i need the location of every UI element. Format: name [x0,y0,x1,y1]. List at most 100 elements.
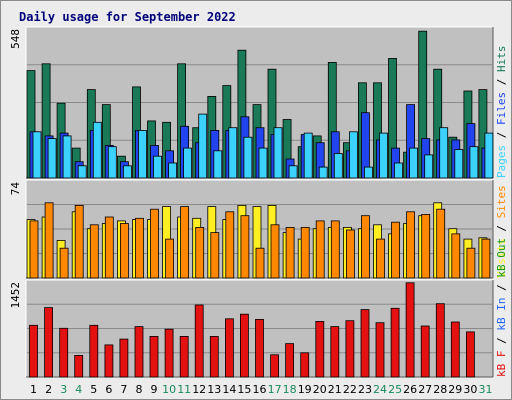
bar-kbytes-kbytes-day-30 [465,331,475,378]
bar-kbytes-kbytes-day-18 [285,343,295,378]
bar-hits-pages-day-17 [273,127,283,179]
day-label-6: 6 [105,383,112,396]
panel-visits: 74 Visits / Sites [9,179,508,279]
bar-visits-sites-day-5 [89,224,99,279]
bar-kbytes-kbytes-day-13 [209,335,219,378]
legend-separator: / [495,331,508,351]
day-label-12: 12 [192,383,206,396]
bar-visits-sites-day-1 [29,220,39,279]
panel-kbytes-max-label: 1452 [9,282,22,309]
bar-kbytes-kbytes-day-4 [74,354,84,378]
day-label-10: 10 [162,383,176,396]
legend-separator: / [495,218,508,238]
bar-hits-pages-day-28 [439,127,449,179]
bar-visits-sites-day-12 [195,226,205,279]
chart-title: Daily usage for September 2022 [19,10,236,24]
day-label-22: 22 [343,383,357,396]
panel-visits-max-label: 74 [9,182,22,196]
bar-hits-pages-day-8 [138,129,147,179]
legend-item-hits: Hits [495,46,508,73]
bar-kbytes-kbytes-day-20 [315,320,325,378]
bar-hits-pages-day-13 [213,150,223,179]
bar-visits-sites-day-30 [466,247,476,279]
bar-kbytes-kbytes-day-23 [360,309,370,378]
bar-visits-sites-day-27 [421,213,431,279]
legend-item-kb-out: kB Out [495,238,508,278]
day-label-28: 28 [433,383,447,396]
day-label-3: 3 [60,383,67,396]
bar-visits-sites-day-10 [165,238,175,279]
bar-visits-sites-day-29 [451,233,461,279]
bar-hits-pages-day-11 [183,147,193,179]
bar-visits-sites-day-6 [104,216,114,279]
bar-hits-pages-day-1 [32,131,42,179]
bar-hits-pages-day-19 [303,132,313,179]
bar-kbytes-kbytes-day-7 [119,338,129,378]
day-label-1: 1 [30,383,37,396]
day-label-20: 20 [313,383,327,396]
legend-item-sites: Sites [495,185,508,218]
bar-hits-pages-day-30 [469,146,479,179]
bar-hits-pages-day-14 [228,127,238,179]
bar-visits-sites-day-21 [330,220,340,279]
bar-kbytes-kbytes-day-25 [390,307,400,378]
bar-visits-sites-day-9 [150,208,159,279]
bar-visits-sites-day-7 [120,223,129,279]
legend-item-kb-in: kB In [495,298,508,331]
bar-visits-sites-day-14 [225,211,235,279]
bar-hits-pages-day-9 [153,155,162,179]
bar-visits-sites-day-25 [391,221,400,279]
day-label-23: 23 [358,383,372,396]
bar-hits-pages-day-4 [77,165,87,179]
day-label-8: 8 [136,383,143,396]
bar-kbytes-kbytes-day-1 [29,324,38,378]
day-label-26: 26 [403,383,417,396]
bar-hits-pages-day-22 [348,131,358,179]
bar-hits-pages-day-12 [198,113,208,179]
day-label-7: 7 [120,383,127,396]
day-label-21: 21 [328,383,342,396]
bar-kbytes-kbytes-day-3 [59,327,69,378]
panel-hits-legend: Pages / Files / Hits [495,46,508,179]
bar-hits-pages-day-25 [394,162,403,179]
bar-kbytes-kbytes-day-9 [149,335,159,378]
bar-visits-sites-day-13 [210,232,220,279]
day-label-13: 13 [207,383,221,396]
day-label-4: 4 [75,383,82,396]
bar-kbytes-kbytes-day-15 [239,313,249,378]
day-label-17: 17 [268,383,282,396]
panel-hits-max-label: 548 [9,29,22,49]
panel-hits: 548 Pages / Files / Hits [9,26,508,179]
bar-visits-sites-day-31 [481,238,491,279]
bar-kbytes-kbytes-day-17 [270,354,280,378]
bar-hits-pages-day-18 [288,165,298,179]
bar-visits-sites-day-3 [59,247,69,279]
day-label-11: 11 [177,383,191,396]
bar-visits-sites-day-15 [240,215,250,279]
day-label-18: 18 [283,383,297,396]
day-label-9: 9 [151,383,158,396]
bar-visits-sites-day-4 [74,204,84,279]
day-label-24: 24 [373,383,387,396]
legend-item-kb-f: kB F [495,351,508,378]
bar-visits-sites-day-8 [135,217,144,279]
bar-kbytes-kbytes-day-10 [164,328,174,378]
day-label-27: 27 [418,383,432,396]
legend-item-files: Files [495,92,508,125]
day-label-29: 29 [448,383,462,396]
bar-hits-pages-day-24 [379,132,388,179]
bar-hits-pages-day-16 [258,147,268,179]
bar-kbytes-kbytes-day-8 [134,326,144,378]
day-labels: 1 2 3 4 5 6 7 8 9 10 11 12 13 14 15 16 17 18 19 20 21 22 23 24 2… [30,383,493,396]
bar-kbytes-kbytes-day-12 [194,304,204,378]
bar-hits-pages-day-5 [92,121,102,179]
bar-hits-pages-day-7 [123,165,132,179]
day-label-25: 25 [388,383,402,396]
legend-item-visits: Visits [495,238,508,278]
bar-visits-sites-day-17 [270,224,280,279]
bar-visits-sites-day-26 [406,211,416,279]
bar-hits-pages-day-27 [424,154,434,179]
